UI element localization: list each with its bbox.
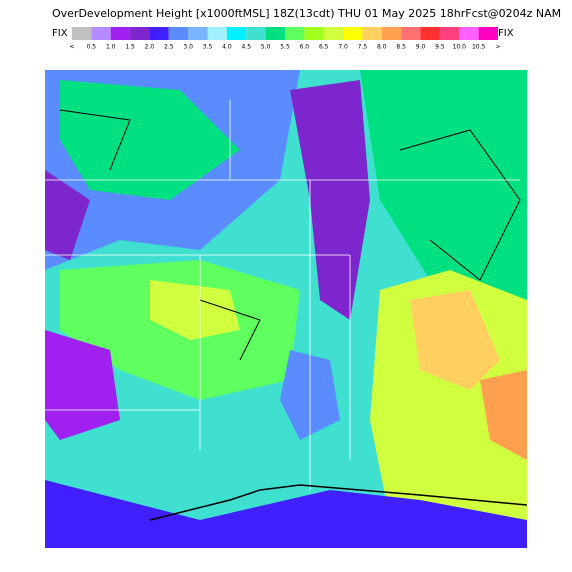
colorbar-box xyxy=(478,27,498,40)
state-lines xyxy=(45,100,520,490)
colorbar-label: 1.5 xyxy=(125,44,135,51)
colorbar-label: 3.0 xyxy=(183,44,193,51)
colorbar-box xyxy=(226,27,247,40)
colorbar-label: 8.0 xyxy=(377,44,387,51)
colorbar-box xyxy=(149,27,169,40)
colorbar-box xyxy=(362,27,382,40)
colorbar: <0.5 1.0 1.5 2.0 2.5 3.0 3.5 4.0 4.5 5.0 5.5 6.0 6.5… xyxy=(69,27,501,51)
colorbar-box xyxy=(439,27,460,40)
coastline xyxy=(149,484,527,521)
colorbar-box xyxy=(188,27,208,40)
fix-right: FIX xyxy=(498,28,514,39)
field-violet xyxy=(45,330,120,440)
colorbar-box xyxy=(459,27,479,40)
colorbar-label: 6.0 xyxy=(300,44,310,51)
colorbar-label: 4.5 xyxy=(241,44,251,51)
colorbar-label: 6.5 xyxy=(319,44,329,51)
fix-left: FIX xyxy=(52,28,68,39)
colorbar-box xyxy=(168,27,189,40)
colorbar-box xyxy=(343,27,363,40)
colorbar-box xyxy=(381,27,402,40)
colorbar-label: 2.0 xyxy=(145,44,155,51)
colorbar-label: < xyxy=(69,44,74,51)
colorbar-label: 2.5 xyxy=(164,44,174,51)
colorbar-box xyxy=(420,27,440,40)
colorbar-label: 10.0 xyxy=(453,44,467,51)
title: OverDevelopment Height [x1000ftMSL] 18Z(… xyxy=(52,7,561,20)
colorbar-box xyxy=(304,27,324,40)
colorbar-box xyxy=(130,27,150,40)
colorbar-label: 7.5 xyxy=(358,44,368,51)
colorbar-box xyxy=(285,27,305,40)
field-yellowgreen xyxy=(150,280,240,340)
colorbar-label: 3.5 xyxy=(203,44,213,51)
colorbar-label: 5.5 xyxy=(280,44,290,51)
colorbar-label: 1.0 xyxy=(106,44,116,51)
colorbar-label: 10.5 xyxy=(472,44,486,51)
colorbar-label: 0.5 xyxy=(87,44,97,51)
field-green-ne xyxy=(360,70,527,300)
colorbar-box xyxy=(323,27,344,40)
colorbar-label: 9.0 xyxy=(416,44,426,51)
colorbar-box xyxy=(207,27,227,40)
colorbar-box xyxy=(72,27,92,40)
map xyxy=(45,70,527,548)
contours xyxy=(59,109,521,361)
field-green xyxy=(60,80,240,200)
colorbar-label: 7.0 xyxy=(338,44,348,51)
field-gulf xyxy=(45,480,527,548)
colorbar-label: 8.5 xyxy=(396,44,406,51)
colorbar-label: 9.5 xyxy=(435,44,445,51)
colorbar-box xyxy=(91,27,111,40)
colorbar-box xyxy=(110,27,131,40)
field-purple-w xyxy=(45,170,90,260)
colorbar-box xyxy=(265,27,285,40)
colorbar-label: > xyxy=(495,44,500,51)
field-gold xyxy=(410,290,500,390)
colorbar-box xyxy=(401,27,421,40)
colorbar-label: 5.0 xyxy=(261,44,271,51)
colorbar-box xyxy=(246,27,266,40)
field-orange xyxy=(480,370,527,460)
colorbar-label: 4.0 xyxy=(222,44,232,51)
